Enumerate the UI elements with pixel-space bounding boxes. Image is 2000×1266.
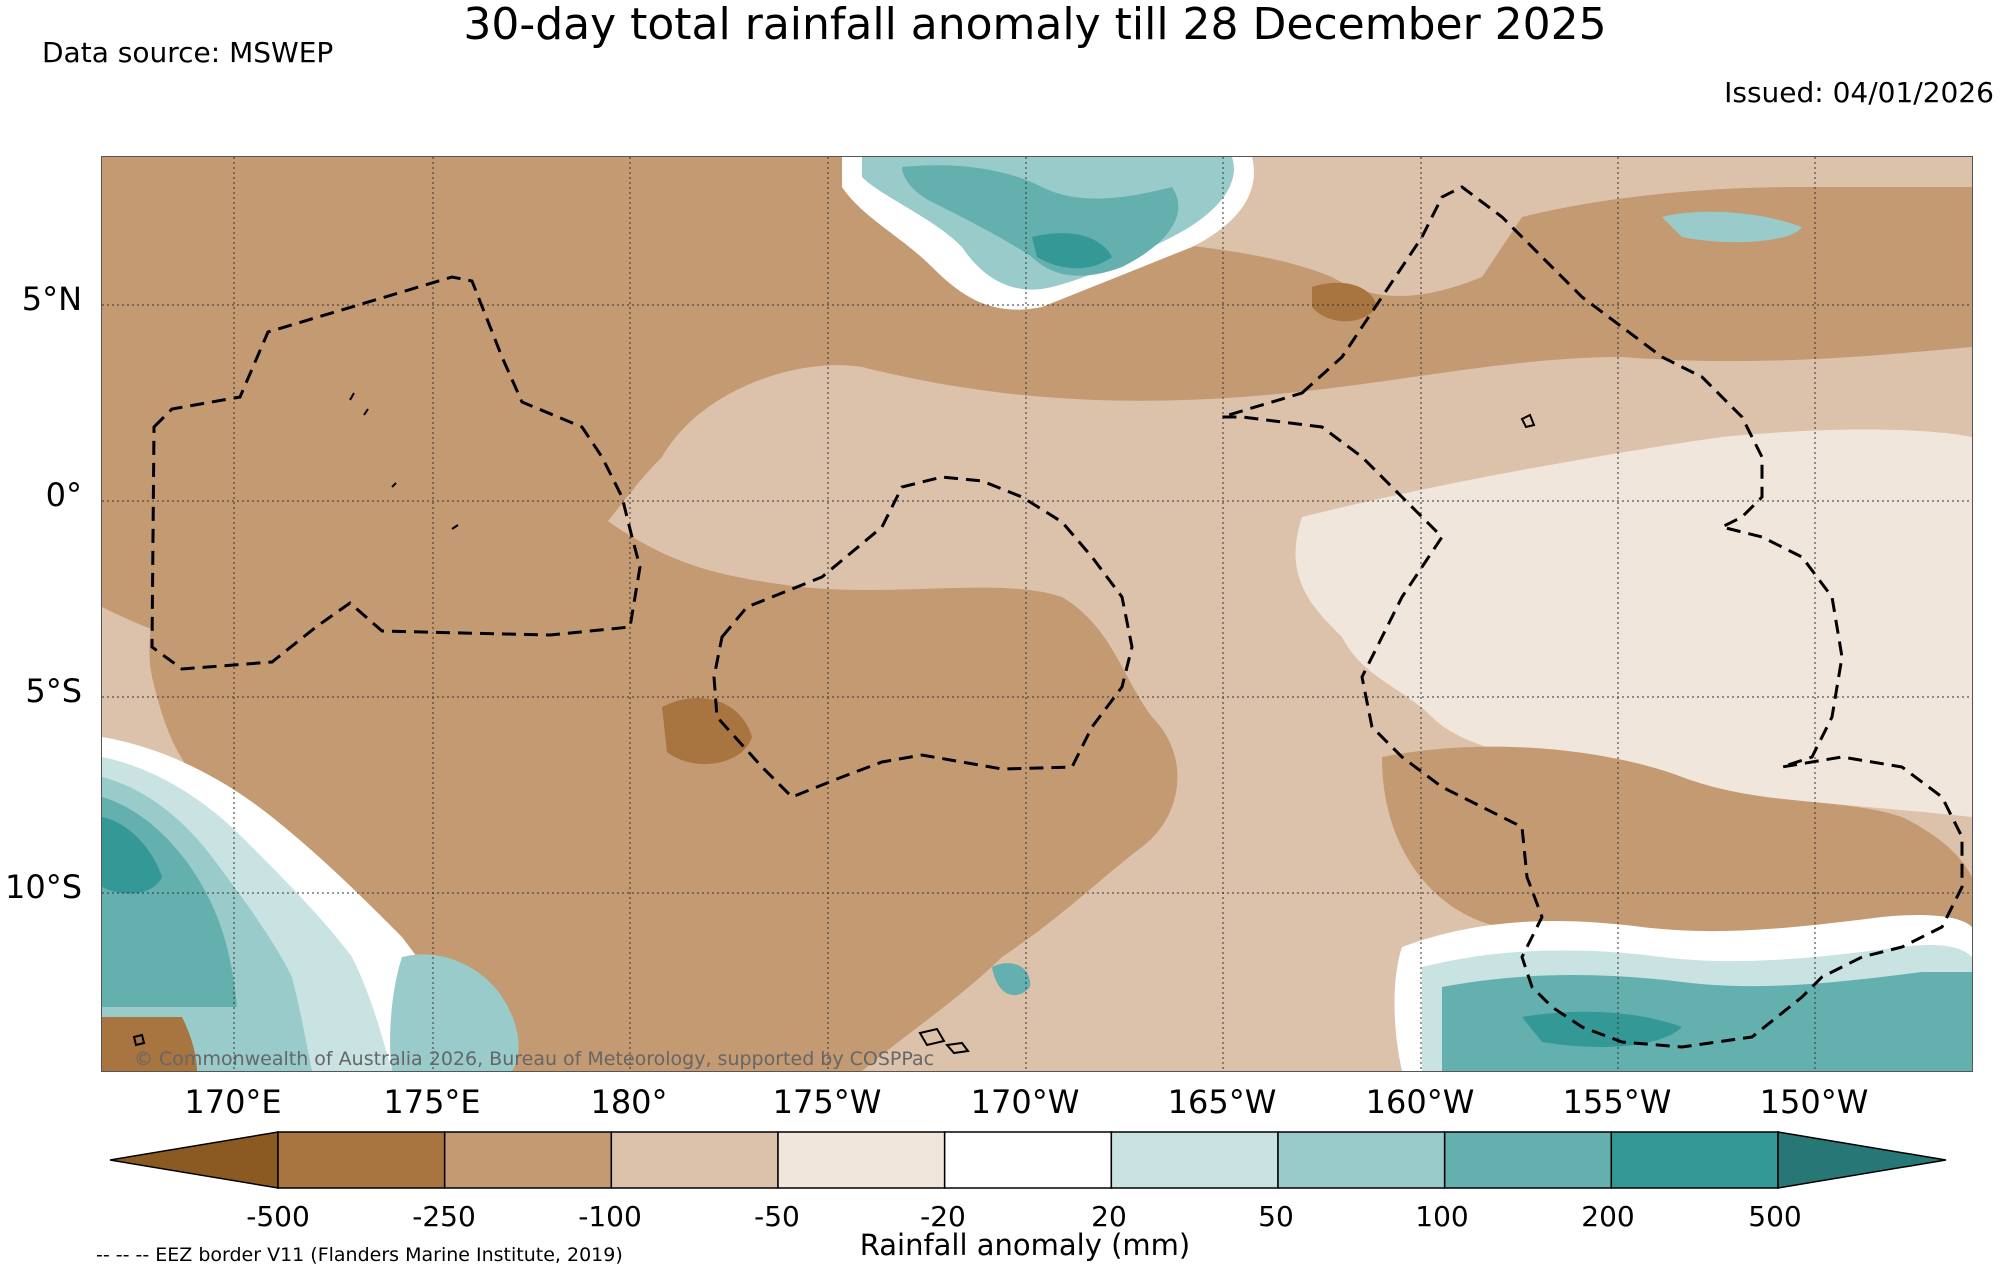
- map-title: 30-day total rainfall anomaly till 28 De…: [463, 0, 1607, 50]
- lon-label-150w: 150°W: [1759, 1083, 1869, 1121]
- colorbar-segment: [610, 1131, 779, 1189]
- colorbar-segment: [1277, 1131, 1446, 1189]
- eez-legend-note: -- -- -- EEZ border V11 (Flanders Marine…: [96, 1244, 623, 1266]
- issued-date: Issued: 04/01/2026: [1724, 76, 1994, 109]
- lon-label-180: 180°: [590, 1083, 668, 1121]
- eez-borders: [150, 185, 1964, 1049]
- rainfall-map: [101, 156, 1973, 1072]
- lon-label-165w: 165°W: [1167, 1083, 1277, 1121]
- colorbar-tick: 200: [1581, 1200, 1635, 1233]
- graticule: [102, 157, 1972, 1071]
- lon-label-170w: 170°W: [970, 1083, 1080, 1121]
- colorbar: [109, 1131, 1947, 1189]
- colorbar-segment: [277, 1131, 446, 1189]
- lat-label-10s: 10°S: [4, 868, 82, 906]
- colorbar-tick: -50: [754, 1200, 800, 1233]
- colorbar-tick: -500: [246, 1200, 310, 1233]
- colorbar-tick: 20: [1091, 1200, 1127, 1233]
- colorbar-segment: [1110, 1131, 1279, 1189]
- colorbar-segment: [777, 1131, 946, 1189]
- colorbar-label: Rainfall anomaly (mm): [859, 1228, 1191, 1262]
- colorbar-tick: -20: [920, 1200, 966, 1233]
- rainfall-anomaly-field: [102, 157, 1972, 1071]
- colorbar-extend-high: [1777, 1131, 1947, 1189]
- colorbar-tick: 100: [1415, 1200, 1469, 1233]
- lon-label-170e: 170°E: [184, 1083, 282, 1121]
- colorbar-segment: [1443, 1131, 1613, 1189]
- lat-label-5n: 5°N: [21, 280, 82, 318]
- colorbar-tick: -250: [412, 1200, 476, 1233]
- lon-label-175w: 175°W: [772, 1083, 882, 1121]
- colorbar-segment: [1610, 1131, 1779, 1189]
- lon-label-155w: 155°W: [1562, 1083, 1672, 1121]
- colorbar-extend-low: [109, 1131, 279, 1189]
- colorbar-tick: -100: [578, 1200, 642, 1233]
- lat-label-5s: 5°S: [25, 672, 82, 710]
- colorbar-tick: 500: [1748, 1200, 1802, 1233]
- colorbar-segment: [943, 1131, 1113, 1189]
- lat-label-0: 0°: [45, 476, 82, 514]
- islands: [132, 392, 1536, 1055]
- copyright-notice: © Commonwealth of Australia 2026, Bureau…: [134, 1048, 935, 1070]
- data-source: Data source: MSWEP: [42, 36, 334, 69]
- colorbar-tick: 50: [1258, 1200, 1294, 1233]
- lon-label-160w: 160°W: [1365, 1083, 1475, 1121]
- colorbar-segment: [443, 1131, 613, 1189]
- lon-label-175e: 175°E: [383, 1083, 481, 1121]
